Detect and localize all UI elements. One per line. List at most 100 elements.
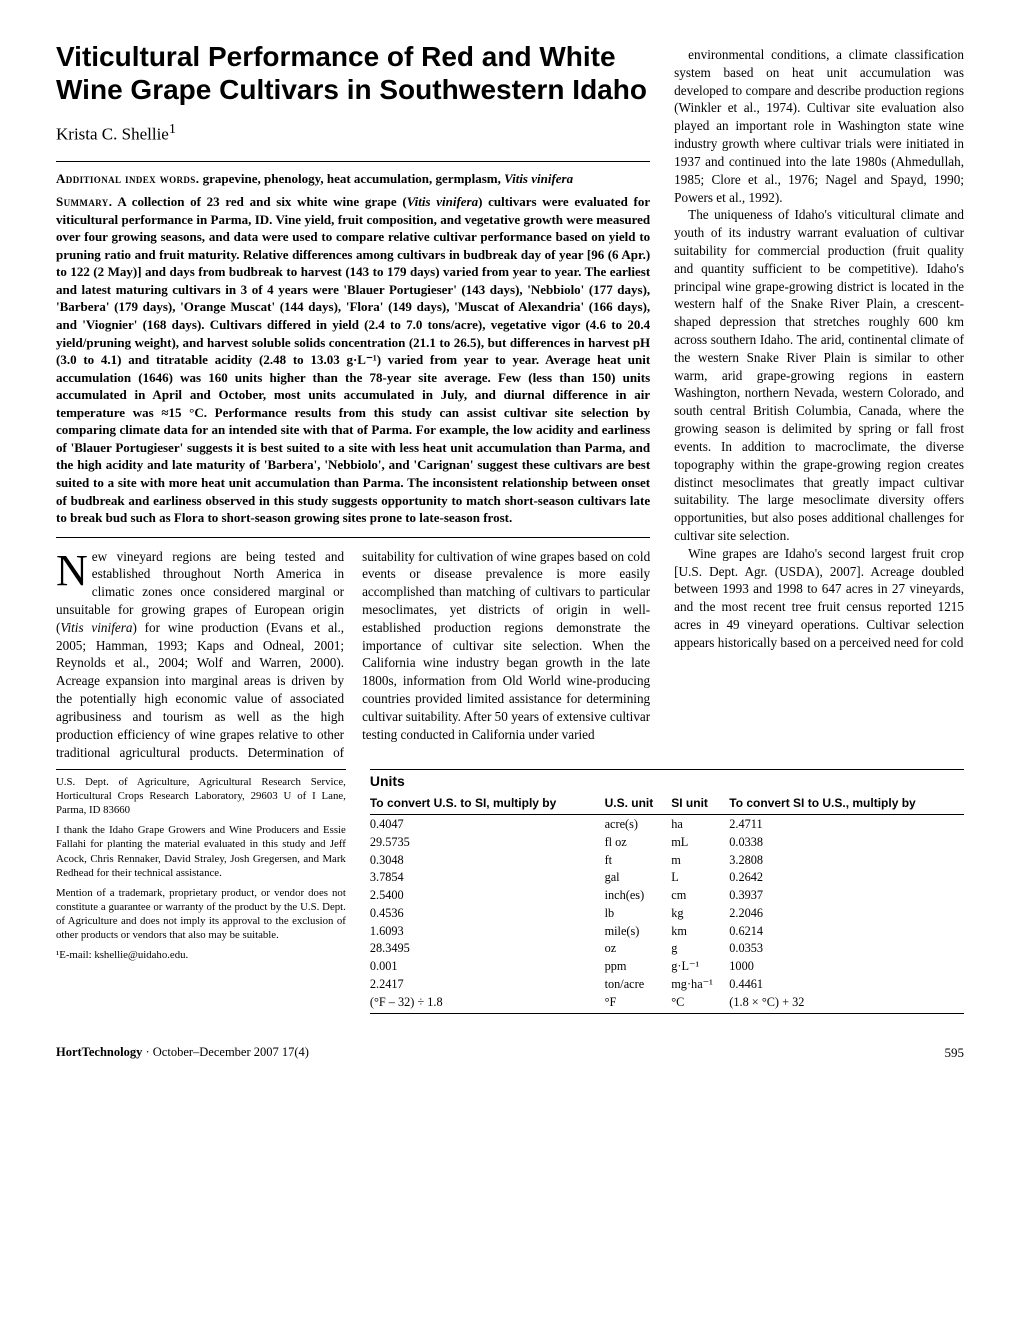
footnotes-block: U.S. Dept. of Agriculture, Agricultural … bbox=[56, 769, 346, 1014]
cell: km bbox=[671, 922, 729, 940]
table-row: (°F – 32) ÷ 1.8°F°C(1.8 × °C) + 32 bbox=[370, 993, 964, 1014]
index-ital: Vitis vinifera bbox=[504, 171, 573, 186]
cell: 0.3937 bbox=[729, 887, 964, 905]
cell: cm bbox=[671, 887, 729, 905]
left-column: Viticultural Performance of Red and Whit… bbox=[56, 40, 650, 761]
summary-block: Summary. A collection of 23 red and six … bbox=[56, 193, 650, 526]
cell: ha bbox=[671, 815, 729, 833]
units-th-0-text: To convert U.S. to SI, multiply by bbox=[370, 796, 556, 810]
cell: g·L⁻¹ bbox=[671, 958, 729, 976]
table-row: 1.6093mile(s)km0.6214 bbox=[370, 922, 964, 940]
cell: 3.7854 bbox=[370, 869, 605, 887]
cell: 28.3495 bbox=[370, 940, 605, 958]
cell: lb bbox=[605, 904, 672, 922]
index-text: grapevine, phenology, heat accumulation,… bbox=[199, 171, 504, 186]
cell: mg·ha⁻¹ bbox=[671, 975, 729, 993]
body-two-col: New vineyard regions are being tested an… bbox=[56, 548, 650, 762]
body-2: for cultivation of wine grapes based on … bbox=[362, 549, 650, 742]
units-th-0: To convert U.S. to SI, multiply by bbox=[370, 791, 605, 815]
table-row: 2.5400inch(es)cm0.3937 bbox=[370, 887, 964, 905]
cell: 1.6093 bbox=[370, 922, 605, 940]
cell: °F bbox=[605, 993, 672, 1014]
summary-body: ) cultivars were evaluated for viticultu… bbox=[56, 194, 650, 525]
right-column: environmental conditions, a climate clas… bbox=[674, 40, 964, 761]
cell: gal bbox=[605, 869, 672, 887]
table-row: 0.001ppmg·L⁻¹1000 bbox=[370, 958, 964, 976]
units-tbody: 0.4047acre(s)ha2.4711 29.5735fl ozmL0.03… bbox=[370, 815, 964, 1014]
table-row: 0.3048ftm3.2808 bbox=[370, 851, 964, 869]
right-para-2: The uniqueness of Idaho's viticultural c… bbox=[674, 206, 964, 544]
body-para-1: New vineyard regions are being tested an… bbox=[56, 548, 650, 762]
footnote-4: ¹E-mail: kshellie@uidaho.edu. bbox=[56, 948, 346, 962]
cell: kg bbox=[671, 904, 729, 922]
cell: 0.3048 bbox=[370, 851, 605, 869]
cell: ppm bbox=[605, 958, 672, 976]
cell: 29.5735 bbox=[370, 833, 605, 851]
article-title: Viticultural Performance of Red and Whit… bbox=[56, 40, 650, 106]
summary-ital1: Vitis vinifera bbox=[407, 194, 478, 209]
units-table: To convert U.S. to SI, multiply by U.S. … bbox=[370, 791, 964, 1014]
index-words: Additional index words. grapevine, pheno… bbox=[56, 170, 650, 188]
cell: L bbox=[671, 869, 729, 887]
cell: fl oz bbox=[605, 833, 672, 851]
units-th-3-text: To convert SI to U.S., multiply by bbox=[729, 796, 915, 810]
cell: oz bbox=[605, 940, 672, 958]
cell: 2.2046 bbox=[729, 904, 964, 922]
cell: 0.2642 bbox=[729, 869, 964, 887]
footnote-1: U.S. Dept. of Agriculture, Agricultural … bbox=[56, 775, 346, 817]
table-row: 29.5735fl ozmL0.0338 bbox=[370, 833, 964, 851]
units-th-2: SI unit bbox=[671, 791, 729, 815]
index-label: Additional index words. bbox=[56, 171, 199, 186]
units-th-3: To convert SI to U.S., multiply by bbox=[729, 791, 964, 815]
units-table-wrap: Units To convert U.S. to SI, multiply by… bbox=[370, 769, 964, 1014]
table-row: 0.4047acre(s)ha2.4711 bbox=[370, 815, 964, 833]
units-title: Units bbox=[370, 772, 964, 791]
cell: mile(s) bbox=[605, 922, 672, 940]
footer-journal: HortTechnology · October–December 2007 1… bbox=[56, 1044, 309, 1062]
cell: 0.001 bbox=[370, 958, 605, 976]
cell: 0.4047 bbox=[370, 815, 605, 833]
cell: (°F – 32) ÷ 1.8 bbox=[370, 993, 605, 1014]
cell: mL bbox=[671, 833, 729, 851]
author-name: Krista C. Shellie bbox=[56, 125, 169, 144]
footer-pageno: 595 bbox=[945, 1044, 965, 1062]
author-sup: 1 bbox=[169, 121, 176, 137]
cell: °C bbox=[671, 993, 729, 1014]
summary-prefix: A collection of 23 red and six white win… bbox=[112, 194, 406, 209]
cell: ft bbox=[605, 851, 672, 869]
cell: 0.0353 bbox=[729, 940, 964, 958]
dropcap-N: N bbox=[56, 548, 92, 589]
table-row: 2.2417ton/acremg·ha⁻¹0.4461 bbox=[370, 975, 964, 993]
table-row: 28.3495ozg0.0353 bbox=[370, 940, 964, 958]
right-para-1: environmental conditions, a climate clas… bbox=[674, 46, 964, 206]
cell: 0.4536 bbox=[370, 904, 605, 922]
main-two-column: Viticultural Performance of Red and Whit… bbox=[56, 40, 964, 761]
units-rule-top bbox=[370, 769, 964, 770]
cell: (1.8 × °C) + 32 bbox=[729, 993, 964, 1014]
cell: 0.0338 bbox=[729, 833, 964, 851]
body-1b: Vitis vinifera bbox=[60, 620, 132, 635]
cell: 2.4711 bbox=[729, 815, 964, 833]
cell: inch(es) bbox=[605, 887, 672, 905]
cell: 0.4461 bbox=[729, 975, 964, 993]
footnote-rule bbox=[56, 769, 346, 770]
rule-1 bbox=[56, 161, 650, 162]
page-footer: HortTechnology · October–December 2007 1… bbox=[56, 1044, 964, 1062]
units-header-row: To convert U.S. to SI, multiply by U.S. … bbox=[370, 791, 964, 815]
cell: g bbox=[671, 940, 729, 958]
cell: ton/acre bbox=[605, 975, 672, 993]
spacer bbox=[56, 538, 650, 548]
table-row: 0.4536lbkg2.2046 bbox=[370, 904, 964, 922]
author-line: Krista C. Shellie1 bbox=[56, 120, 650, 147]
cell: 1000 bbox=[729, 958, 964, 976]
cell: 0.6214 bbox=[729, 922, 964, 940]
cell: m bbox=[671, 851, 729, 869]
cell: 2.5400 bbox=[370, 887, 605, 905]
summary-label: Summary. bbox=[56, 194, 112, 209]
footnote-2: I thank the Idaho Grape Growers and Wine… bbox=[56, 823, 346, 879]
lower-row: U.S. Dept. of Agriculture, Agricultural … bbox=[56, 769, 964, 1014]
cell: 3.2808 bbox=[729, 851, 964, 869]
right-para-3: Wine grapes are Idaho's second largest f… bbox=[674, 545, 964, 652]
cell: acre(s) bbox=[605, 815, 672, 833]
units-th-1: U.S. unit bbox=[605, 791, 672, 815]
